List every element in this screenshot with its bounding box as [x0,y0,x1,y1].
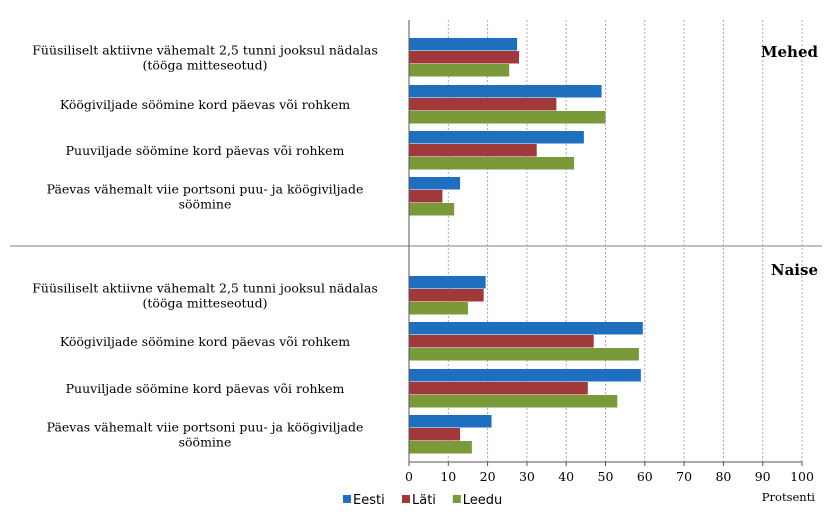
bar-eesti [409,322,643,335]
bar-lti [409,51,520,64]
bar-leedu [409,111,606,124]
category-label: Päevas vähemalt viie portsoni puu- ja kö… [47,181,364,196]
x-tick-label: 20 [480,469,496,484]
category-label: (tööga mitteseotud) [143,295,268,310]
bar-eesti [409,38,518,51]
legend-label: Eesti [353,493,385,508]
bar-eesti [409,415,492,428]
category-label: Päevas vähemalt viie portsoni puu- ja kö… [47,419,364,434]
category-label: söömine [179,196,232,211]
panel-title: Mehed [761,43,819,61]
legend-swatch [452,495,461,503]
x-tick-label: 100 [790,469,814,484]
bar-leedu [409,395,618,408]
category-label: söömine [179,434,232,449]
legend-label: Läti [412,493,436,508]
panel-title: Naise [771,261,818,279]
bar-lti [409,335,594,348]
bar-eesti [409,177,461,190]
bar-eesti [409,369,641,382]
category-label: Köögiviljade söömine kord päevas või roh… [60,334,350,349]
category-label: Füüsiliselt aktiivne vähemalt 2,5 tunni … [32,42,378,57]
bar-lti [409,382,588,395]
x-tick-label: 70 [676,469,692,484]
bars [409,38,643,454]
category-label: Füüsiliselt aktiivne vähemalt 2,5 tunni … [32,280,378,295]
category-label: Köögiviljade söömine kord päevas või roh… [60,97,350,112]
bar-leedu [409,441,472,454]
x-tick-label: 30 [519,469,535,484]
x-axis: 0 10 20 30 40 50 60 70 80 90 100 Protsenti [405,20,815,504]
bar-eesti [409,131,584,144]
legend-swatch [402,495,410,503]
x-tick-label: 80 [715,469,731,484]
legend-swatch [343,495,351,503]
x-tick-label: 40 [558,469,574,484]
legend-label: Leedu [463,493,503,508]
bar-eesti [409,276,486,289]
category-label: (tööga mitteseotud) [143,57,268,72]
bar-lti [409,289,484,302]
bar-leedu [409,302,468,315]
x-tick-label: 90 [755,469,771,484]
x-tick-label: 0 [405,469,413,484]
bar-eesti [409,85,602,98]
bar-leedu [409,348,639,361]
bar-lti [409,144,537,157]
bar-leedu [409,157,575,170]
bar-lti [409,98,557,111]
category-label: Puuviljade söömine kord päevas või rohke… [66,143,345,158]
category-label: Puuviljade söömine kord päevas või rohke… [66,381,345,396]
x-axis-label: Protsenti [762,490,816,504]
category-labels: Mehed Füüsiliselt aktiivne vähemalt 2,5 t… [32,42,818,449]
x-tick-label: 50 [598,469,614,484]
x-tick-label: 60 [637,469,653,484]
bar-leedu [409,203,455,216]
x-tick-label: 10 [440,469,456,484]
bar-leedu [409,64,510,77]
legend: Eesti Läti Leedu [343,493,502,508]
bar-lti [409,190,443,203]
bar-lti [409,428,461,441]
